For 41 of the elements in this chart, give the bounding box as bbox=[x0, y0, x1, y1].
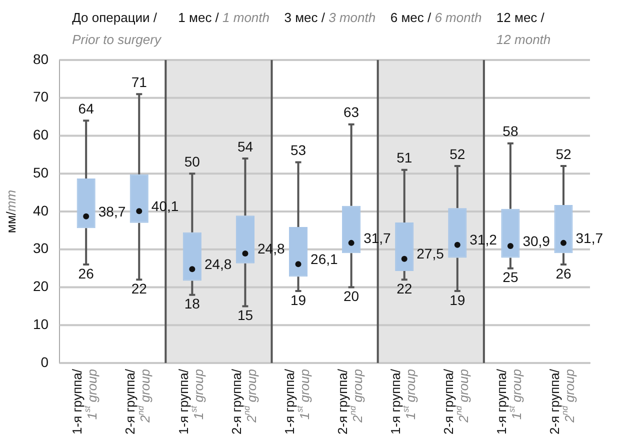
text: 30,9 bbox=[522, 232, 550, 249]
text: 53 bbox=[290, 142, 306, 158]
y-tick-label: 10 bbox=[32, 316, 49, 332]
y-tick-label: 50 bbox=[32, 164, 49, 180]
y-tick-label: 40 bbox=[32, 202, 49, 218]
text: 1 мес / 1 month bbox=[178, 10, 270, 25]
y-axis-title: мм/mm bbox=[4, 190, 19, 234]
text: 24,8 bbox=[204, 256, 232, 272]
text: 19 bbox=[450, 292, 466, 308]
text: 27,5 bbox=[416, 246, 444, 262]
text: 31,7 bbox=[576, 230, 604, 246]
text: 50 bbox=[184, 153, 200, 170]
text: 26 bbox=[556, 265, 572, 282]
text: 22 bbox=[131, 280, 147, 297]
y-tick-label: 0 bbox=[40, 354, 49, 370]
text: 15 bbox=[237, 307, 254, 324]
text: 18 bbox=[184, 296, 200, 312]
text: До операции / Prior to surgery bbox=[72, 10, 162, 47]
y-tick-label: 20 bbox=[32, 278, 49, 294]
text: 25 bbox=[502, 269, 518, 286]
text: 38,7 bbox=[98, 203, 126, 220]
text: 54 bbox=[237, 138, 254, 154]
text: 22 bbox=[396, 280, 412, 297]
y-tick-label: 70 bbox=[32, 88, 49, 105]
text: 19 bbox=[290, 292, 306, 308]
text: 71 bbox=[131, 74, 147, 90]
text: 12 мес / 12 month bbox=[496, 10, 551, 47]
text: 51 bbox=[396, 150, 412, 166]
text: 63 bbox=[344, 104, 360, 120]
text: 52 bbox=[450, 146, 466, 162]
text: 58 bbox=[502, 123, 518, 140]
text: 20 bbox=[344, 288, 360, 304]
y-tick-label: 80 bbox=[32, 50, 49, 67]
y-tick-label: 30 bbox=[32, 240, 49, 256]
y-tick-label: 60 bbox=[32, 126, 49, 143]
text: 6 мес / 6 month bbox=[390, 10, 482, 25]
text: 52 bbox=[556, 146, 572, 162]
text: 26 bbox=[78, 265, 94, 282]
text: 64 bbox=[78, 100, 94, 116]
text: 26,1 bbox=[310, 251, 338, 268]
text: 3 мес / 3 month bbox=[284, 10, 376, 25]
